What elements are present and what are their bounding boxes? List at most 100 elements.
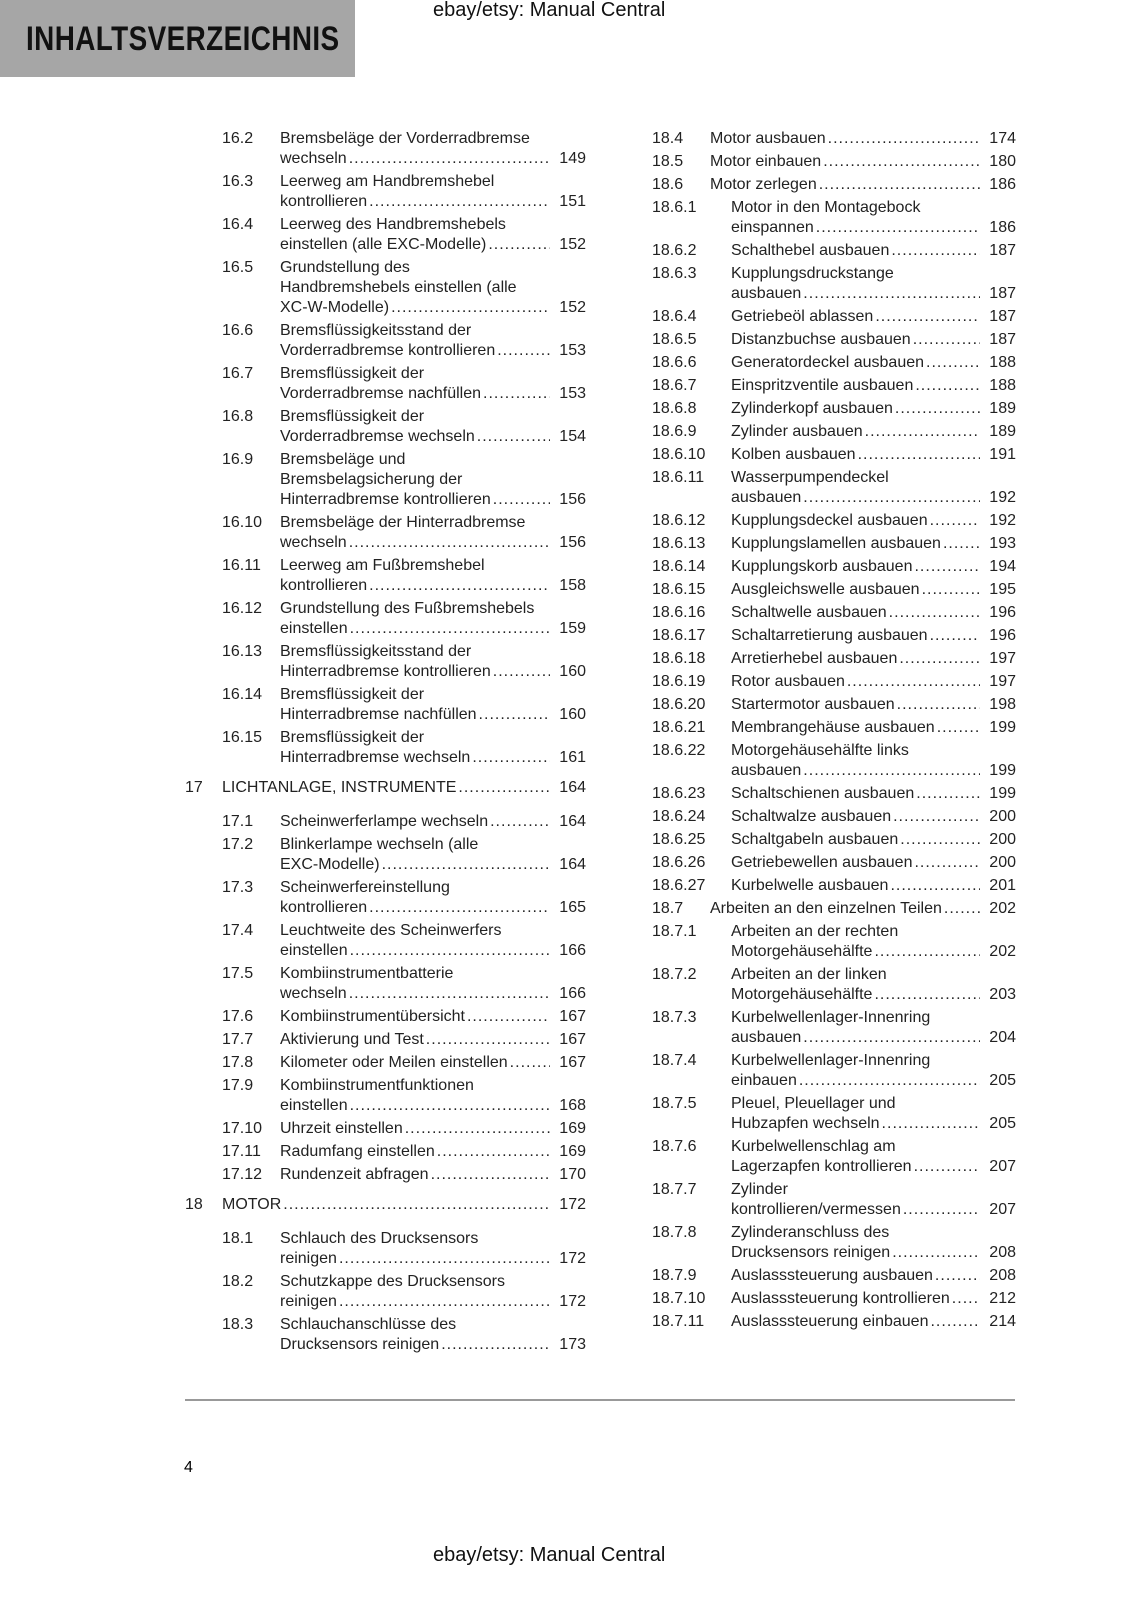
toc-entry[interactable]: 17.6 Kombiinstrumentübersicht 167 (185, 1007, 586, 1027)
toc-entry[interactable]: 18.7.3 Kurbelwellenlager-Innenring ausbaue… (652, 1008, 1016, 1048)
toc-entry-number: 18.6.7 (652, 377, 697, 394)
toc-entry[interactable]: 17.8 Kilometer oder Meilen einstellen 167 (185, 1053, 586, 1073)
toc-entry-title: Kurbelwellenschlag am (731, 1138, 896, 1155)
toc-entry-title: reinigen (280, 1293, 337, 1310)
toc-entry[interactable]: 18.6.11 Wasserpumpendeckel ausbauen 192 (652, 468, 1016, 508)
toc-entry[interactable]: 16.5 Grundstellung des Handbremshebels ein… (185, 258, 586, 318)
toc-entry-title: einspannen (731, 219, 814, 236)
toc-entry[interactable]: 18.6.12 Kupplungsdeckel ausbauen 192 (652, 511, 1016, 531)
toc-entry[interactable]: 18.6.4 Getriebeöl ablassen 187 (652, 307, 1016, 327)
toc-entry[interactable]: 16.10 Bremsbeläge der Hinterradbremse wech… (185, 513, 586, 553)
toc-entry[interactable]: 18.6.3 Kupplungsdruckstange ausbauen 187 (652, 264, 1016, 304)
toc-entry[interactable]: 18.6.1 Motor in den Montagebock einspannen… (652, 198, 1016, 238)
toc-left-column: 16.2 Bremsbeläge der Vorderradbremse wechs… (185, 129, 586, 1358)
toc-entry[interactable]: 18.6.2 Schalthebel ausbauen 187 (652, 241, 1016, 261)
dot-leader (367, 898, 550, 918)
toc-entry[interactable]: 18.1 Schlauch des Drucksensors reinigen 172 (185, 1229, 586, 1269)
toc-entry[interactable]: 18.3 Schlauchanschlüsse des Drucksensors r… (185, 1315, 586, 1355)
toc-entry[interactable]: 17.3 Scheinwerfereinstellung kontrollieren… (185, 878, 586, 918)
dot-leader (889, 241, 980, 261)
dot-leader (928, 626, 980, 646)
toc-entry-page: 167 (559, 1008, 586, 1025)
toc-entry[interactable]: 18.6.27 Kurbelwelle ausbauen 201 (652, 876, 1016, 896)
toc-entry[interactable]: 16.4 Leerweg des Handbremshebels einstelle… (185, 215, 586, 255)
toc-entry[interactable]: 16.8 Bremsflüssigkeit der Vorderradbremse … (185, 407, 586, 447)
toc-entry[interactable]: 16.2 Bremsbeläge der Vorderradbremse wechs… (185, 129, 586, 169)
toc-entry-title: Vorderradbremse wechseln (280, 428, 475, 445)
toc-entry[interactable]: 18.7.9 Auslasssteuerung ausbauen 208 (652, 1266, 1016, 1286)
toc-entry-title: kontrollieren (280, 193, 368, 210)
toc-entry-title: einstellen (280, 620, 348, 637)
toc-entry-title: Hinterradbremse kontrollieren (280, 491, 491, 508)
toc-entry[interactable]: 17.7 Aktivierung und Test 167 (185, 1030, 586, 1050)
toc-entry-page: 174 (989, 130, 1016, 147)
toc-entry[interactable]: 16.11 Leerweg am Fußbremshebel kontrollier… (185, 556, 586, 596)
dot-leader (935, 718, 980, 738)
dot-leader (456, 778, 550, 798)
toc-entry[interactable]: 18.2 Schutzkappe des Drucksensors reinigen… (185, 1272, 586, 1312)
toc-chapter-entry[interactable]: 18 MOTOR 172 (185, 1195, 586, 1215)
toc-entry[interactable]: 18.6.13 Kupplungslamellen ausbauen 193 (652, 534, 1016, 554)
toc-entry[interactable]: 17.9 Kombiinstrumentfunktionen einstellen 1… (185, 1076, 586, 1116)
toc-entry-page: 197 (989, 650, 1016, 667)
toc-entry[interactable]: 18.6.23 Schaltschienen ausbauen 199 (652, 784, 1016, 804)
dot-leader (491, 662, 550, 682)
toc-entry[interactable]: 18.6.7 Einspritzventile ausbauen 188 (652, 376, 1016, 396)
toc-entry[interactable]: 18.5 Motor einbauen 180 (652, 152, 1016, 172)
toc-entry[interactable]: 18.7 Arbeiten an den einzelnen Teilen 202 (652, 899, 1016, 919)
toc-entry-number: 18.7 (652, 900, 684, 917)
toc-entry-title: einstellen (280, 942, 348, 959)
dot-leader (872, 985, 980, 1005)
toc-entry[interactable]: 18.6.16 Schaltwelle ausbauen 196 (652, 603, 1016, 623)
toc-entry[interactable]: 18.6.20 Startermotor ausbauen 198 (652, 695, 1016, 715)
toc-entry[interactable]: 17.4 Leuchtweite des Scheinwerfers einstel… (185, 921, 586, 961)
toc-entry[interactable]: 18.6.26 Getriebewellen ausbauen 200 (652, 853, 1016, 873)
toc-entry[interactable]: 18.7.8 Zylinderanschluss des Drucksensors … (652, 1223, 1016, 1263)
toc-entry-page: 208 (989, 1267, 1016, 1284)
toc-entry[interactable]: 18.6.9 Zylinder ausbauen 189 (652, 422, 1016, 442)
toc-entry[interactable]: 18.6.5 Distanzbuchse ausbauen 187 (652, 330, 1016, 350)
toc-entry[interactable]: 17.11 Radumfang einstellen 169 (185, 1142, 586, 1162)
toc-entry[interactable]: 18.6.10 Kolben ausbauen 191 (652, 445, 1016, 465)
toc-entry[interactable]: 18.7.1 Arbeiten an der rechten Motorgehäus… (652, 922, 1016, 962)
toc-entry[interactable]: 18.7.5 Pleuel, Pleuellager und Hubzapfen w… (652, 1094, 1016, 1134)
toc-entry[interactable]: 16.14 Bremsflüssigkeit der Hinterradbremse… (185, 685, 586, 725)
toc-chapter-entry[interactable]: 17 LICHTANLAGE, INSTRUMENTE 164 (185, 778, 586, 798)
toc-entry[interactable]: 16.3 Leerweg am Handbremshebel kontrollier… (185, 172, 586, 212)
toc-entry[interactable]: 16.15 Bremsflüssigkeit der Hinterradbremse… (185, 728, 586, 768)
toc-entry[interactable]: 17.12 Rundenzeit abfragen 170 (185, 1165, 586, 1185)
toc-entry[interactable]: 18.7.4 Kurbelwellenlager-Innenring einbaue… (652, 1051, 1016, 1091)
toc-entry[interactable]: 16.6 Bremsflüssigkeitsstand der Vorderradb… (185, 321, 586, 361)
toc-entry[interactable]: 18.6 Motor zerlegen 186 (652, 175, 1016, 195)
toc-entry[interactable]: 18.6.17 Schaltarretierung ausbauen 196 (652, 626, 1016, 646)
toc-entry[interactable]: 16.7 Bremsflüssigkeit der Vorderradbremse … (185, 364, 586, 404)
toc-entry[interactable]: 17.2 Blinkerlampe wechseln (alle EXC-Model… (185, 835, 586, 875)
toc-entry[interactable]: 18.6.8 Zylinderkopf ausbauen 189 (652, 399, 1016, 419)
toc-entry-title: wechseln (280, 534, 347, 551)
toc-entry[interactable]: 17.5 Kombiinstrumentbatterie wechseln 166 (185, 964, 586, 1004)
toc-entry[interactable]: 18.7.11 Auslasssteuerung einbauen 214 (652, 1312, 1016, 1332)
toc-entry[interactable]: 18.6.14 Kupplungskorb ausbauen 194 (652, 557, 1016, 577)
toc-entry[interactable]: 18.6.24 Schaltwalze ausbauen 200 (652, 807, 1016, 827)
toc-entry[interactable]: 16.13 Bremsflüssigkeitsstand der Hinterrad… (185, 642, 586, 682)
toc-entry[interactable]: 18.7.2 Arbeiten an der linken Motorgehäuse… (652, 965, 1016, 1005)
toc-entry[interactable]: 18.7.10 Auslasssteuerung kontrollieren 212 (652, 1289, 1016, 1309)
toc-entry-title: Schaltgabeln ausbauen (731, 831, 899, 848)
toc-entry[interactable]: 18.6.22 Motorgehäusehälfte links ausbauen 1… (652, 741, 1016, 781)
toc-entry[interactable]: 17.10 Uhrzeit einstellen 169 (185, 1119, 586, 1139)
toc-entry[interactable]: 18.6.18 Arretierhebel ausbauen 197 (652, 649, 1016, 669)
toc-entry[interactable]: 18.6.19 Rotor ausbauen 197 (652, 672, 1016, 692)
dot-leader (933, 1266, 980, 1286)
toc-entry[interactable]: 17.1 Scheinwerferlampe wechseln 164 (185, 812, 586, 832)
toc-entry[interactable]: 18.4 Motor ausbauen 174 (652, 129, 1016, 149)
toc-entry[interactable]: 16.9 Bremsbeläge und Bremsbelagsicherung d… (185, 450, 586, 510)
toc-entry-title: Hinterradbremse nachfüllen (280, 706, 477, 723)
toc-entry[interactable]: 18.6.15 Ausgleichswelle ausbauen 195 (652, 580, 1016, 600)
toc-entry[interactable]: 18.7.7 Zylinder kontrollieren/vermessen 207 (652, 1180, 1016, 1220)
toc-entry[interactable]: 16.12 Grundstellung des Fußbremshebels ein… (185, 599, 586, 639)
toc-entry[interactable]: 18.6.21 Membrangehäuse ausbauen 199 (652, 718, 1016, 738)
toc-entry-number: 18.7.9 (652, 1267, 697, 1284)
toc-entry[interactable]: 18.7.6 Kurbelwellenschlag am Lagerzapfen k… (652, 1137, 1016, 1177)
toc-entry[interactable]: 18.6.25 Schaltgabeln ausbauen 200 (652, 830, 1016, 850)
toc-entry[interactable]: 18.6.6 Generatordeckel ausbauen 188 (652, 353, 1016, 373)
